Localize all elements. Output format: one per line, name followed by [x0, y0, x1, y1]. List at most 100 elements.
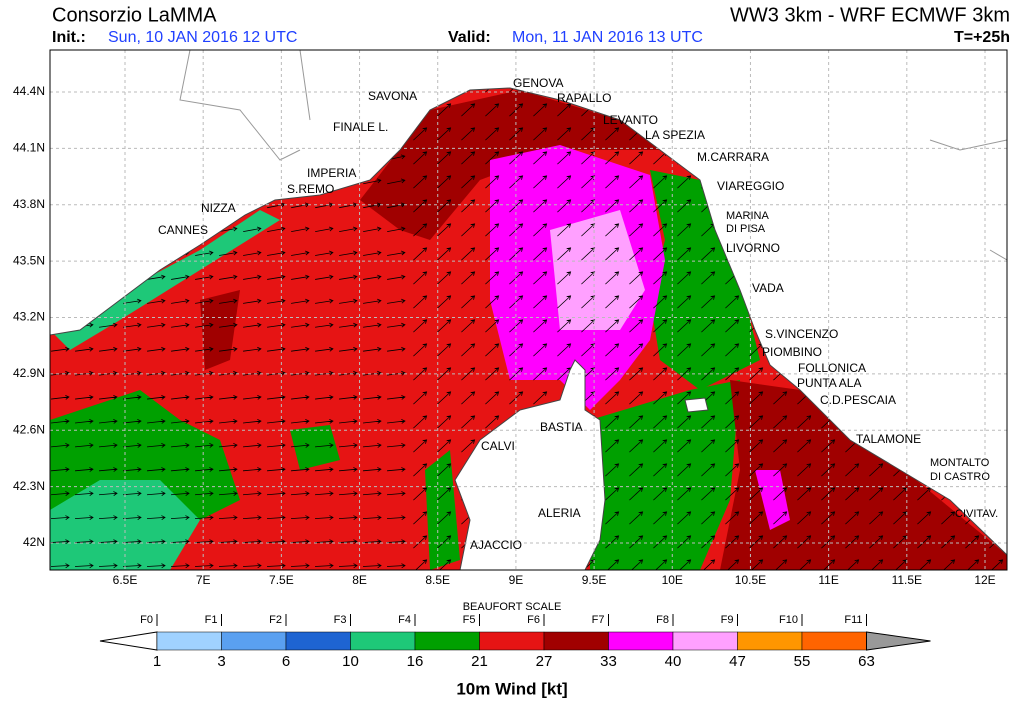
force-label: F11	[844, 614, 862, 626]
colorbar-segment	[672, 631, 738, 651]
city: M.CARRARA	[697, 150, 769, 164]
colorbar-high-end	[866, 631, 931, 651]
city: C.D.PESCAIA	[820, 393, 896, 407]
scale-title: BEAUFORT SCALE	[463, 601, 562, 613]
force-label: F1	[205, 614, 218, 626]
colorbar-segment	[350, 631, 416, 651]
lon-tick-label: 9.5E	[582, 573, 607, 587]
value-label: 33	[600, 653, 617, 670]
value-label: 63	[858, 653, 875, 670]
lat-tick-label: 43.2N	[13, 310, 45, 324]
lead-time: T=+25h	[954, 29, 1010, 46]
city: SAVONA	[368, 89, 417, 103]
colorbar-segment	[801, 631, 867, 651]
borders	[179, 50, 1007, 261]
city: CIVITAV.	[955, 508, 998, 520]
city: FOLLONICA	[798, 361, 866, 375]
init-value: Sun, 10 JAN 2016 12 UTC	[108, 29, 297, 46]
wind-patch	[50, 390, 240, 520]
lat-tick-label: 43.8N	[13, 197, 45, 211]
valid-label: Valid:	[448, 29, 491, 46]
lat-tick-label: 42.9N	[13, 366, 45, 380]
wind-patch	[755, 470, 790, 530]
colorbar-segment	[479, 631, 545, 651]
city: CANNES	[158, 223, 208, 237]
colorbar-segment	[543, 631, 609, 651]
value-label: 21	[471, 653, 488, 670]
lon-tick-label: 8.5E	[425, 573, 450, 587]
lon-tick-label: 10E	[662, 573, 683, 587]
elba	[684, 397, 709, 413]
grid	[50, 50, 1007, 570]
force-label: F2	[269, 614, 282, 626]
city: CALVI	[481, 439, 515, 453]
value-label: 6	[282, 653, 290, 670]
value-label: 16	[407, 653, 424, 670]
valid-value: Mon, 11 JAN 2016 13 UTC	[512, 29, 703, 46]
land	[50, 50, 1007, 556]
wind-patch	[550, 210, 645, 330]
right-title: WW3 3km - WRF ECMWF 3km	[730, 4, 1010, 26]
city: DI PISA	[726, 223, 766, 235]
colorbar-segment	[608, 631, 674, 651]
value-label: 55	[794, 653, 811, 670]
value-label: 47	[729, 653, 746, 670]
city: S.REMO	[287, 182, 334, 196]
city: MARINA	[726, 210, 769, 222]
city: VIAREGGIO	[717, 179, 784, 193]
left-title: Consorzio LaMMA	[52, 4, 217, 26]
value-label: 3	[217, 653, 225, 670]
value-label: 10	[342, 653, 359, 670]
lat-tick-label: 43.5N	[13, 253, 45, 267]
value-label: 27	[536, 653, 553, 670]
force-label: F3	[334, 614, 347, 626]
city: GENOVA	[513, 76, 563, 90]
lon-tick-label: 7.5E	[269, 573, 294, 587]
city-labels: GENOVA SAVONA RAPALLO FINALE L. LEVANTO …	[158, 76, 998, 552]
city: RAPALLO	[557, 91, 611, 105]
lon-tick-label: 6.5E	[113, 573, 138, 587]
city: LEVANTO	[603, 113, 658, 127]
map-frame	[49, 49, 1008, 571]
corsica	[454, 359, 606, 570]
colorbar-segment	[285, 631, 351, 651]
colorbar: BEAUFORT SCALE 10m Wind [kt] F0 F1 F2 F3 F4 F…	[99, 601, 931, 698]
force-label: F9	[721, 614, 734, 626]
lon-tick-label: 7E	[196, 573, 211, 587]
colorbar-segment	[221, 631, 287, 651]
lat-tick-label: 42.3N	[13, 479, 45, 493]
lon-tick-label: 8E	[352, 573, 367, 587]
wind-patch	[650, 170, 760, 390]
map-area	[50, 50, 1007, 570]
force-label: F6	[527, 614, 540, 626]
force-label: F5	[463, 614, 476, 626]
colorbar-segment	[414, 631, 480, 651]
lon-tick-label: 10.5E	[735, 573, 766, 587]
city: LA SPEZIA	[645, 128, 705, 142]
wind-patch	[290, 425, 340, 470]
city: VADA	[752, 281, 784, 295]
city: BASTIA	[540, 420, 583, 434]
colorbar-low-end	[99, 631, 158, 651]
city: MONTALTO	[930, 457, 990, 469]
force-label: F0	[140, 614, 153, 626]
city: LIVORNO	[726, 241, 780, 255]
wind-patch	[720, 380, 1007, 570]
city: PUNTA ALA	[797, 376, 861, 390]
city: FINALE L.	[333, 120, 388, 134]
lat-tick-label: 44.4N	[13, 84, 45, 98]
city: DI CASTRO	[930, 471, 990, 483]
colorbar-segment	[737, 631, 803, 651]
lon-tick-label: 11.5E	[892, 573, 922, 587]
force-label: F4	[398, 614, 411, 626]
city: S.VINCENZO	[765, 327, 838, 341]
unit-label: 10m Wind [kt]	[456, 679, 567, 698]
lon-tick-label: 11E	[818, 573, 838, 587]
city: NIZZA	[201, 201, 236, 215]
init-label: Init.:	[52, 29, 86, 46]
colorbar-segment	[156, 631, 222, 651]
city: PIOMBINO	[762, 345, 822, 359]
value-label: 1	[153, 653, 161, 670]
lat-tick-label: 42.6N	[13, 422, 45, 436]
